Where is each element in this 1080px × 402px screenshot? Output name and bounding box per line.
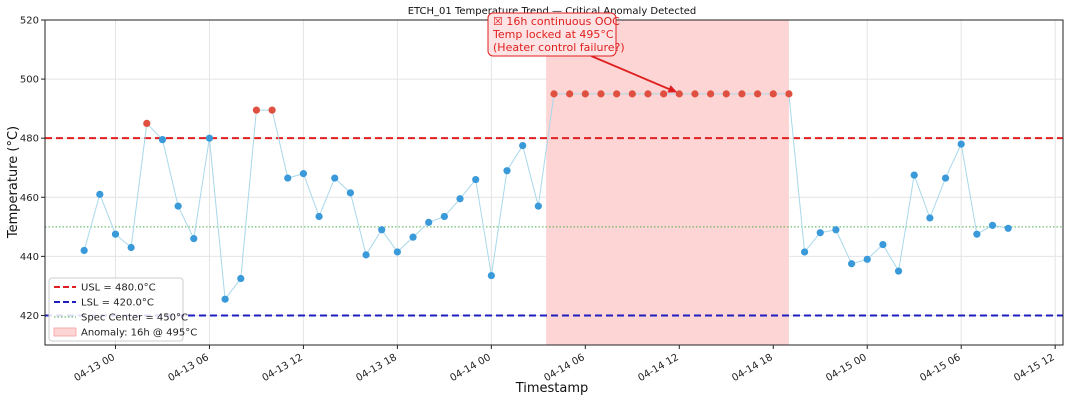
ooc-point [581, 90, 589, 98]
y-axis-title: Temperature (°C) [6, 126, 21, 239]
annotation-text-line: (Heater control failure?) [493, 41, 625, 54]
data-point [299, 170, 308, 178]
ooc-point [613, 90, 621, 98]
data-point [503, 167, 511, 175]
data-point [409, 233, 417, 241]
y-tick-label: 520 [20, 16, 39, 27]
ooc-point [252, 106, 261, 114]
data-point [847, 260, 856, 268]
legend-label-anomaly: Anomaly: 16h @ 495°C [81, 328, 197, 339]
data-point [440, 212, 448, 221]
annotation-arrow-line [590, 55, 674, 92]
legend-label-2: Spec Center = 450°C [81, 313, 188, 324]
ooc-point [597, 90, 605, 98]
data-point [1004, 224, 1012, 232]
data-point [111, 230, 120, 238]
data-point [315, 212, 323, 221]
data-point [331, 174, 339, 182]
ooc-point [707, 90, 715, 98]
ooc-point [754, 90, 762, 98]
ooc-point [785, 90, 793, 98]
data-point [174, 202, 182, 210]
annotation-text-line: Temp locked at 495°C [492, 28, 614, 41]
annotation-arrow-head [667, 85, 678, 93]
legend-box [48, 277, 184, 342]
data-point [487, 271, 495, 280]
data-point [988, 221, 997, 229]
data-point [190, 235, 198, 243]
data-point [425, 218, 433, 226]
data-point [800, 248, 809, 256]
data-point [205, 134, 214, 142]
legend-label-1: LSL = 420.0°C [81, 298, 154, 309]
data-point [456, 195, 464, 203]
legend-label-0: USL = 480.0°C [81, 283, 156, 294]
data-point [472, 175, 480, 184]
data-point [362, 251, 370, 259]
y-tick-label: 480 [20, 134, 39, 145]
ooc-point [769, 90, 777, 98]
data-point [127, 243, 135, 252]
ooc-point [675, 90, 683, 98]
y-tick-label: 420 [20, 311, 39, 322]
data-point [221, 295, 229, 303]
data-point [926, 214, 934, 222]
data-point [957, 140, 965, 148]
ooc-point [566, 90, 574, 98]
chart-title: ETCH_01 Temperature Trend — Critical Ano… [408, 6, 697, 17]
ooc-point [691, 90, 699, 98]
data-point [346, 189, 354, 197]
data-point [378, 226, 386, 234]
data-point [879, 240, 887, 249]
data-point [534, 202, 542, 210]
data-point [910, 171, 918, 179]
data-point [832, 226, 840, 234]
data-point [519, 141, 527, 150]
y-tick-label: 500 [20, 75, 39, 86]
ooc-point [722, 90, 730, 98]
data-point [96, 190, 104, 198]
data-point [941, 174, 950, 182]
y-tick-label: 440 [20, 252, 39, 263]
x-axis-title: Timestamp [515, 381, 589, 396]
data-point [863, 255, 871, 263]
ooc-point [738, 90, 746, 98]
data-point [80, 246, 88, 255]
legend-swatch-anomaly [53, 327, 77, 337]
ooc-point [268, 106, 276, 114]
data-point [816, 229, 824, 237]
data-point [973, 230, 981, 238]
anomaly-region [546, 20, 789, 345]
ooc-point [644, 90, 652, 98]
ooc-point [143, 119, 151, 128]
ooc-point [660, 90, 668, 98]
data-point [284, 174, 292, 182]
annotation-box [487, 12, 617, 57]
ooc-point [628, 90, 636, 98]
annotation-text-line: ☒ 16h continuous OOC [493, 15, 620, 28]
y-tick-label: 460 [20, 193, 39, 204]
data-point [894, 267, 903, 275]
data-point [237, 274, 245, 283]
ooc-point [550, 90, 558, 98]
data-point [393, 248, 401, 256]
data-point [158, 136, 167, 144]
